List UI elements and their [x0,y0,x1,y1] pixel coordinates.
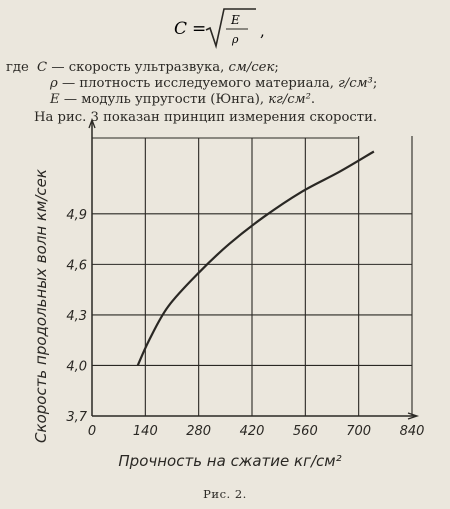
x-tick-label: 140 [133,424,158,439]
y-tick-labels: 3,7 4,0 4,3 4,6 4,9 [66,208,87,425]
x-tick-labels: 0 140 280 420 560 700 840 [88,424,425,439]
definition-row: ρ — плотность исследуемого материала, г/… [6,76,446,92]
definition-prefix: где [6,60,29,75]
formula: C = E ρ , [172,6,312,50]
definition-row: E — модуль упругости (Юнга), кг/см². [6,92,446,108]
x-axis-arrow [407,412,420,420]
definition-unit: г/см³ [338,76,373,91]
definition-tail: ; [274,60,279,75]
formula-lhs: C [174,19,187,39]
chart-grid [92,136,413,416]
x-tick-label: 280 [186,424,211,439]
y-tick-label: 4,3 [66,309,87,324]
x-tick-label: 0 [88,424,96,439]
y-tick-label: 4,6 [66,258,87,273]
intro-line: На рис. 3 показан принцип измерения скор… [34,110,378,125]
x-tick-label: 700 [346,424,371,439]
definitions: где C — скорость ультразвука, см/сек; ρ … [6,60,446,108]
y-axis-label: Скорость продольных волн км/сек [32,169,50,443]
y-axis-arrow [88,118,96,129]
chart-axes [88,118,420,420]
definition-text: — скорость ультразвука, [47,60,229,75]
formula-comma: , [260,22,265,40]
definition-symbol: ρ [50,76,58,91]
series-line [136,150,375,366]
formula-denominator: ρ [231,33,239,46]
x-axis-label: Прочность на сжатие кг/см² [118,452,341,470]
y-tick-label: 4,0 [66,359,87,374]
definition-row: где C — скорость ультразвука, см/сек; [6,60,446,76]
x-tick-label: 560 [293,424,318,439]
definition-text: — плотность исследуемого материала, [57,76,339,91]
sqrt-sign [205,8,256,50]
x-tick-label: 840 [400,424,425,439]
definition-text: — модуль упругости (Юнга), [59,92,269,107]
definition-unit: кг/см² [268,92,311,107]
figure-caption: Рис. 2. [203,487,247,501]
definition-symbol: C [37,60,48,75]
definition-tail: ; [372,76,378,91]
x-tick-label: 420 [240,424,265,439]
y-tick-label: 4,9 [66,208,87,223]
definition-symbol: E [50,92,60,107]
formula-equals: = [192,19,206,39]
formula-numerator: E [230,13,240,27]
definition-unit: см/сек [228,60,275,75]
definition-tail: . [310,92,316,107]
y-tick-label: 3,7 [66,410,87,425]
